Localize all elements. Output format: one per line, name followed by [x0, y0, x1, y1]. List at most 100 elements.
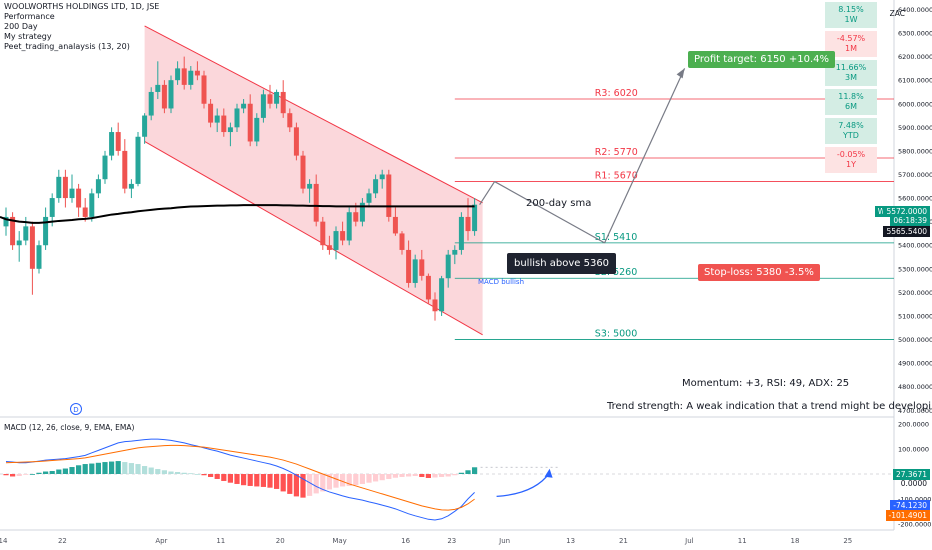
- candle-body: [287, 113, 293, 128]
- time-tick-label: 13: [566, 537, 575, 545]
- candle-body: [3, 216, 9, 227]
- macd-histogram-bar: [280, 474, 286, 492]
- macd-histogram-bar: [82, 464, 88, 474]
- macd-histogram-bar: [89, 463, 95, 474]
- profit-target-callout[interactable]: Profit target: 6150 +10.4%: [688, 51, 835, 68]
- dividend-badge[interactable]: D: [70, 403, 82, 415]
- macd-histogram-bar: [36, 472, 42, 474]
- time-tick-label: 14: [0, 537, 8, 545]
- indicator-200-day[interactable]: 200 Day: [4, 22, 38, 31]
- macd-histogram-bar: [307, 474, 313, 496]
- candle-body: [181, 68, 187, 85]
- candle-body: [293, 127, 299, 156]
- channel-lower-line: [144, 141, 483, 336]
- level-label-s2: S2: 5260: [595, 267, 637, 278]
- macd-histogram-bar: [161, 470, 167, 474]
- indicator-performance[interactable]: Performance: [4, 12, 55, 21]
- candle-body: [161, 84, 167, 109]
- candle-body: [247, 103, 253, 142]
- time-tick-label: 11: [216, 537, 225, 545]
- macd-histogram-bar: [366, 474, 372, 483]
- macd-zero-tag: 0.0000: [900, 479, 927, 488]
- candle-body: [445, 254, 451, 279]
- candle-body: [62, 176, 68, 199]
- macd-hist-tag: 27.3671: [892, 469, 930, 480]
- candle-body: [135, 136, 141, 184]
- currency-label: ZAC: [889, 9, 905, 18]
- macd-histogram-bar: [340, 474, 346, 487]
- candle-body: [313, 183, 319, 222]
- chart-legend: WOOLWORTHS HOLDINGS LTD, 1D, JSE Perform…: [4, 2, 159, 52]
- macd-histogram-bar: [472, 467, 478, 474]
- signal-line-tag: -101.4901: [885, 510, 930, 521]
- macd-histogram-bar: [69, 467, 75, 474]
- macd-histogram-bar: [260, 474, 266, 487]
- time-tick-label: 16: [401, 537, 410, 545]
- stop-loss-callout[interactable]: Stop-loss: 5380 -3.5%: [698, 264, 820, 281]
- macd-histogram-bar: [201, 474, 207, 476]
- macd-cross-marker: MACD bullish: [478, 278, 525, 286]
- time-tick-label: 18: [791, 537, 800, 545]
- macd-histogram-bar: [142, 466, 148, 474]
- price-tick-label: 4700.0000: [898, 407, 932, 415]
- macd-histogram-bar: [16, 474, 22, 476]
- candle-body: [406, 249, 412, 283]
- candle-body: [29, 226, 35, 269]
- candle-body: [49, 198, 55, 217]
- macd-histogram-bar: [115, 461, 121, 474]
- signal-line: [5, 444, 475, 511]
- level-label-r3: R3: 6020: [595, 88, 638, 99]
- level-label-r1: R1: 5670: [595, 171, 638, 182]
- candle-body: [148, 91, 154, 116]
- macd-projection-arrowhead: [544, 468, 553, 478]
- perf-1w: 8.15% 1W: [825, 2, 877, 28]
- macd-histogram-bar: [346, 474, 352, 486]
- candle-body: [379, 174, 385, 180]
- macd-histogram-bar: [148, 467, 154, 474]
- candle-body: [340, 231, 346, 241]
- price-tick-label: 5600.0000: [898, 195, 932, 203]
- macd-histogram-bar: [227, 474, 233, 483]
- candle-body: [168, 80, 174, 109]
- candle-body: [439, 278, 445, 312]
- bullish-callout[interactable]: bullish above 5360: [507, 253, 617, 274]
- candle-body: [425, 275, 431, 300]
- macd-histogram-bar: [29, 474, 35, 475]
- candle-body: [43, 216, 49, 246]
- candle-body: [353, 212, 359, 222]
- symbol-title[interactable]: WOOLWORTHS HOLDINGS LTD, 1D, JSE: [4, 2, 160, 11]
- candle-body: [373, 179, 379, 194]
- candle-body: [227, 127, 233, 133]
- candle-body: [142, 115, 148, 137]
- momentum-note: Momentum: +3, RSI: 49, ADX: 25: [682, 378, 850, 389]
- macd-histogram-bar: [175, 472, 181, 474]
- macd-histogram-bar: [333, 474, 339, 488]
- candle-body: [69, 188, 75, 199]
- macd-histogram-bar: [399, 474, 405, 477]
- time-tick-label: 20: [276, 537, 285, 545]
- macd-histogram-bar: [102, 462, 108, 474]
- macd-histogram-bar: [254, 474, 260, 487]
- macd-histogram-bar: [168, 471, 174, 474]
- indicator-my-strategy[interactable]: My strategy: [4, 32, 52, 41]
- price-tick-label: 5400.0000: [898, 242, 932, 250]
- indicator-peet-trading[interactable]: Peet_trading_analaysis (13, 20): [4, 42, 130, 51]
- macd-histogram-bar: [95, 462, 101, 474]
- candle-body: [274, 91, 280, 104]
- macd-histogram-bar: [62, 468, 68, 474]
- macd-line-tag: -74.1230: [890, 500, 930, 511]
- candle-body: [366, 193, 372, 203]
- macd-histogram-bar: [122, 462, 128, 474]
- candle-body: [458, 216, 464, 250]
- candle-body: [10, 216, 16, 246]
- candle-body: [392, 216, 398, 234]
- candle-body: [419, 259, 425, 276]
- perf-1y: -0.05% 1Y: [825, 147, 877, 173]
- candle-body: [122, 150, 128, 189]
- macd-histogram-bar: [452, 474, 458, 476]
- candle-body: [241, 103, 247, 109]
- macd-histogram-bar: [432, 474, 438, 478]
- macd-histogram-bar: [128, 463, 134, 474]
- price-tick-label: 5200.0000: [898, 289, 932, 297]
